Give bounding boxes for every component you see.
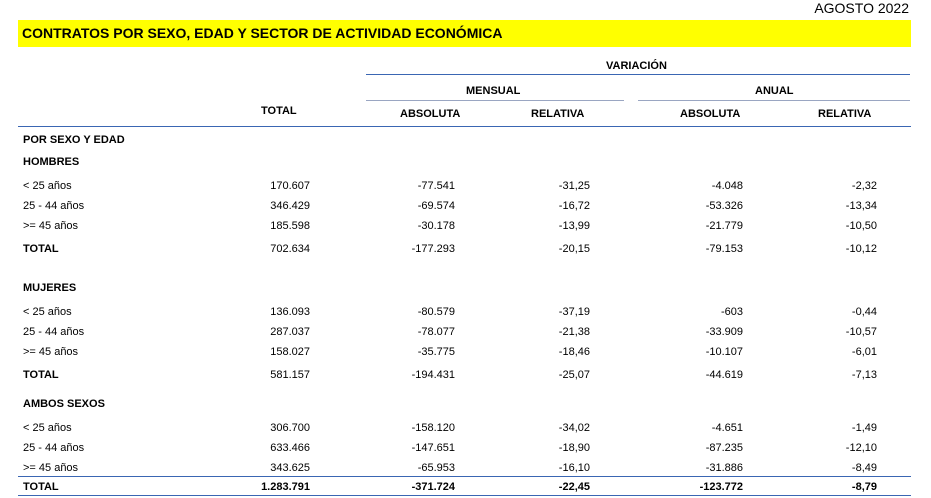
group-label: MUJERES: [23, 282, 77, 294]
total-cell-m-rel: -22,45: [558, 481, 590, 493]
cell-m-abs: -35.775: [417, 346, 455, 358]
header-anual-absoluta: ABSOLUTA: [680, 108, 741, 120]
rule-total-top: [18, 476, 911, 477]
cell-a-rel: -13,34: [845, 200, 877, 212]
total-row-label: TOTAL: [23, 481, 59, 493]
rule-variacion: [366, 74, 910, 75]
rule-total-bottom: [18, 495, 911, 496]
cell-a-rel: -1,49: [851, 422, 877, 434]
cell-m-abs: -158.120: [411, 422, 455, 434]
cell-a-rel: -2,32: [851, 180, 877, 192]
row-label: < 25 años: [23, 422, 72, 434]
cell-m-rel: -34,02: [558, 422, 590, 434]
cell-a-abs: -10.107: [705, 346, 743, 358]
row-label: < 25 años: [23, 180, 72, 192]
rule-header-bottom: [18, 126, 911, 127]
total-cell-a-abs: -79.153: [705, 243, 743, 255]
cell-a-rel: -10,50: [845, 220, 877, 232]
cell-m-rel: -13,99: [558, 220, 590, 232]
cell-total: 170.607: [270, 180, 310, 192]
cell-a-abs: -4.048: [711, 180, 743, 192]
row-label: 25 - 44 años: [23, 200, 85, 212]
cell-m-abs: -78.077: [417, 326, 455, 338]
report-date: AGOSTO 2022: [814, 0, 909, 16]
row-label: < 25 años: [23, 306, 72, 318]
cell-a-abs: -4.651: [711, 422, 743, 434]
cell-m-rel: -16,72: [558, 200, 590, 212]
header-anual: ANUAL: [755, 85, 794, 97]
total-cell-a-abs: -123.772: [699, 481, 743, 493]
cell-a-rel: -6,01: [851, 346, 877, 358]
cell-a-abs: -603: [720, 306, 743, 318]
rule-mensual: [366, 100, 624, 101]
header-mensual-relativa: RELATIVA: [531, 108, 585, 120]
total-cell-m-rel: -20,15: [558, 243, 590, 255]
cell-total: 343.625: [270, 462, 310, 474]
group-label: AMBOS SEXOS: [23, 398, 105, 410]
total-cell-m-abs: -194.431: [411, 369, 455, 381]
header-anual-relativa: RELATIVA: [818, 108, 872, 120]
cell-m-rel: -21,38: [558, 326, 590, 338]
group-label: HOMBRES: [23, 156, 80, 168]
cell-total: 185.598: [270, 220, 310, 232]
cell-a-abs: -33.909: [705, 326, 743, 338]
cell-m-rel: -31,25: [558, 180, 590, 192]
cell-total: 287.037: [270, 326, 310, 338]
cell-a-rel: -0,44: [851, 306, 877, 318]
cell-a-abs: -31.886: [705, 462, 743, 474]
header-mensual: MENSUAL: [466, 85, 521, 97]
row-label: >= 45 años: [23, 220, 79, 232]
cell-m-abs: -30.178: [417, 220, 455, 232]
cell-m-abs: -147.651: [411, 442, 455, 454]
cell-m-rel: -18,46: [558, 346, 590, 358]
rule-anual: [638, 100, 910, 101]
header-variacion: VARIACIÓN: [606, 60, 667, 72]
total-cell-total: 702.634: [270, 243, 310, 255]
header-total: TOTAL: [261, 105, 297, 117]
cell-m-abs: -77.541: [417, 180, 455, 192]
cell-total: 633.466: [270, 442, 310, 454]
total-cell-total: 1.283.791: [261, 481, 310, 493]
cell-a-rel: -10,57: [845, 326, 877, 338]
cell-m-abs: -80.579: [417, 306, 455, 318]
cell-a-rel: -12,10: [845, 442, 877, 454]
total-cell-a-rel: -10,12: [845, 243, 877, 255]
cell-m-rel: -18,90: [558, 442, 590, 454]
section-label: POR SEXO Y EDAD: [23, 134, 125, 146]
title-banner: CONTRATOS POR SEXO, EDAD Y SECTOR DE ACT…: [18, 20, 911, 47]
row-label: 25 - 44 años: [23, 326, 85, 338]
page-title: CONTRATOS POR SEXO, EDAD Y SECTOR DE ACT…: [22, 25, 503, 41]
cell-total: 346.429: [270, 200, 310, 212]
total-cell-a-rel: -8,79: [851, 481, 877, 493]
total-cell-m-abs: -371.724: [411, 481, 455, 493]
row-label: 25 - 44 años: [23, 442, 85, 454]
cell-a-abs: -53.326: [705, 200, 743, 212]
cell-total: 136.093: [270, 306, 310, 318]
cell-total: 306.700: [270, 422, 310, 434]
total-cell-m-abs: -177.293: [411, 243, 455, 255]
cell-m-abs: -69.574: [417, 200, 455, 212]
cell-total: 158.027: [270, 346, 310, 358]
cell-a-rel: -8,49: [851, 462, 877, 474]
total-cell-a-rel: -7,13: [851, 369, 877, 381]
cell-a-abs: -87.235: [705, 442, 743, 454]
cell-m-rel: -37,19: [558, 306, 590, 318]
total-cell-a-abs: -44.619: [705, 369, 743, 381]
total-row-label: TOTAL: [23, 369, 59, 381]
total-row-label: TOTAL: [23, 243, 59, 255]
total-cell-m-rel: -25,07: [558, 369, 590, 381]
cell-m-abs: -65.953: [417, 462, 455, 474]
total-cell-total: 581.157: [270, 369, 310, 381]
header-mensual-absoluta: ABSOLUTA: [400, 108, 461, 120]
cell-m-rel: -16,10: [558, 462, 590, 474]
row-label: >= 45 años: [23, 462, 79, 474]
row-label: >= 45 años: [23, 346, 79, 358]
cell-a-abs: -21.779: [705, 220, 743, 232]
